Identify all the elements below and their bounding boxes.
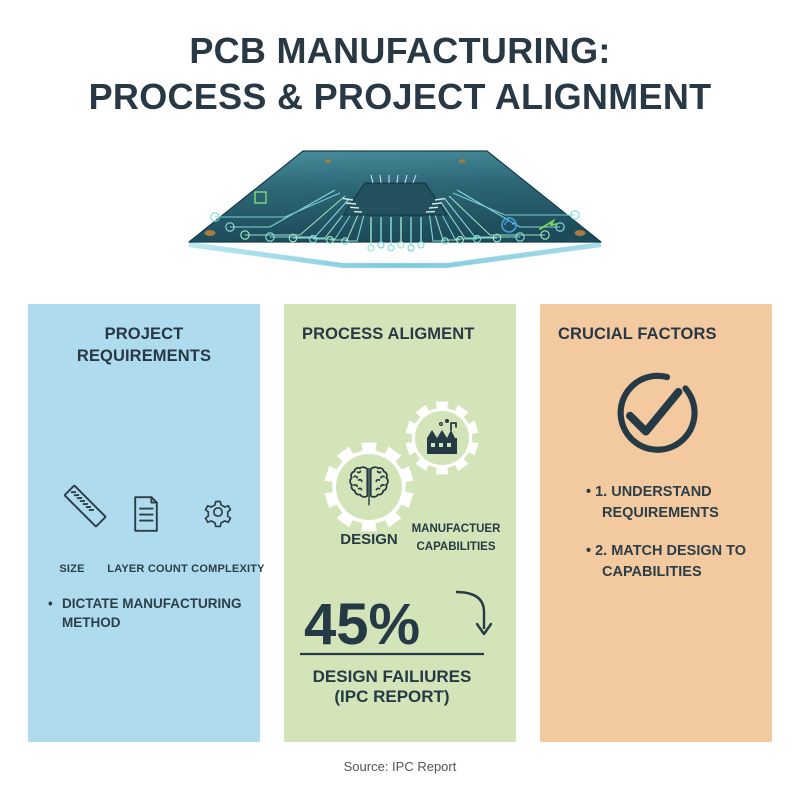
- svg-text:(IPC REPORT): (IPC REPORT): [334, 687, 449, 706]
- svg-text:DESIGN: DESIGN: [340, 531, 398, 548]
- svg-text:DESIGN FAILIURES: DESIGN FAILIURES: [313, 667, 472, 686]
- svg-text:CAPABILITIES: CAPABILITIES: [416, 541, 495, 553]
- svg-text:MANUFACTUER: MANUFACTUER: [412, 523, 501, 535]
- svg-text:45%: 45%: [304, 592, 420, 657]
